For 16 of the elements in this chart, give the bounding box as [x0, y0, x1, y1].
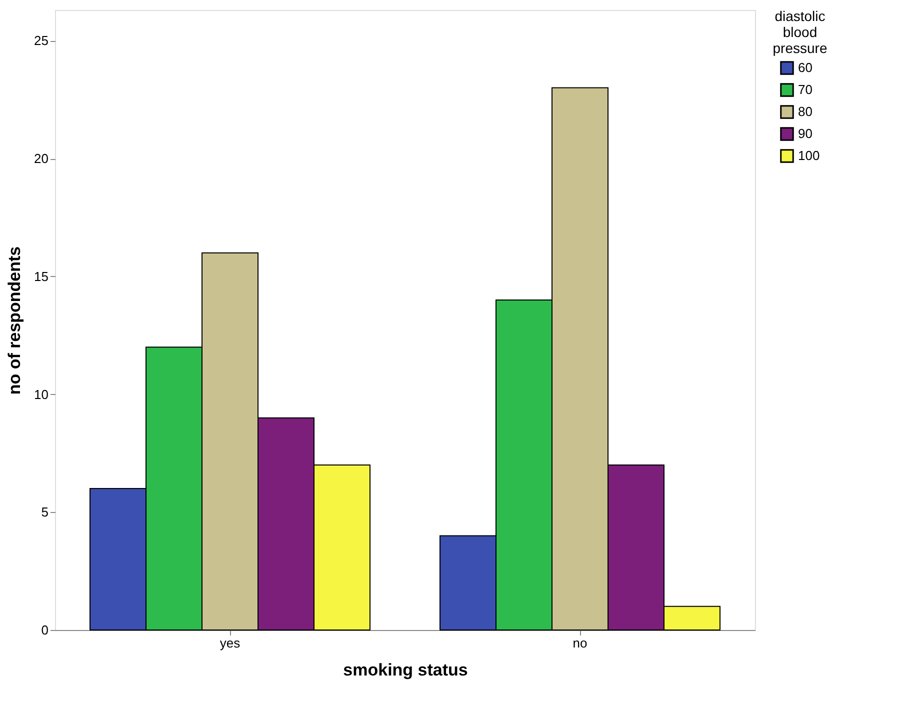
- legend-label: 80: [798, 104, 812, 119]
- legend-label: 60: [798, 60, 812, 75]
- legend-title: diastolic blood pressure: [772, 8, 828, 56]
- x-tick-label: yes: [220, 636, 241, 650]
- legend-label: 90: [798, 126, 812, 141]
- y-tick-label: 25: [34, 33, 48, 48]
- legend-label: 100: [798, 148, 820, 163]
- y-tick-label: 20: [34, 151, 48, 166]
- y-tick-label: 5: [41, 504, 48, 520]
- y-tick-label: 15: [34, 268, 48, 284]
- legend-label: 70: [798, 82, 812, 97]
- x-axis-title: smoking status: [343, 660, 468, 680]
- x-tick-label: no: [572, 636, 588, 650]
- y-tick-label: 10: [34, 386, 48, 402]
- y-tick-label: 0: [41, 622, 48, 638]
- y-axis-title: no of respondents: [5, 246, 24, 395]
